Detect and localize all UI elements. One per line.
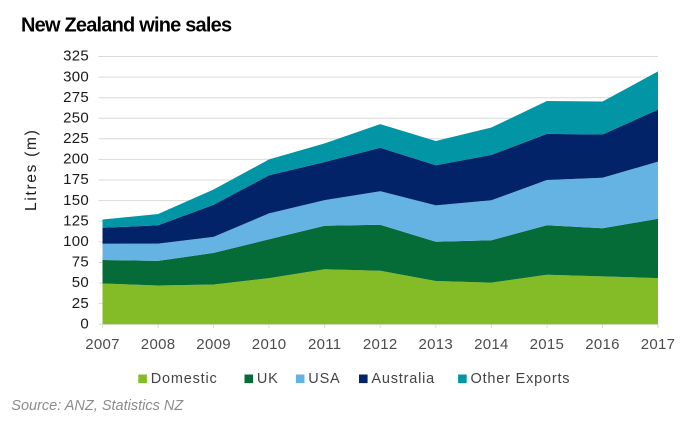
- svg-text:2012: 2012: [363, 336, 398, 353]
- svg-text:100: 100: [63, 233, 89, 250]
- svg-text:300: 300: [63, 68, 89, 85]
- svg-text:325: 325: [63, 48, 89, 65]
- svg-text:Litres (m): Litres (m): [23, 129, 40, 211]
- svg-text:2013: 2013: [419, 336, 454, 353]
- svg-text:2008: 2008: [141, 336, 176, 353]
- svg-text:USA: USA: [308, 371, 340, 387]
- svg-text:2011: 2011: [308, 336, 341, 353]
- svg-text:Australia: Australia: [371, 371, 435, 387]
- svg-text:Other Exports: Other Exports: [471, 371, 571, 387]
- svg-text:50: 50: [72, 274, 89, 291]
- svg-text:0: 0: [80, 315, 89, 332]
- svg-text:2015: 2015: [530, 336, 565, 353]
- svg-text:250: 250: [63, 110, 89, 127]
- svg-text:New Zealand wine sales: New Zealand wine sales: [21, 15, 232, 37]
- svg-text:2014: 2014: [474, 336, 509, 353]
- svg-text:275: 275: [63, 89, 89, 106]
- svg-text:2009: 2009: [196, 336, 231, 353]
- svg-text:2017: 2017: [641, 336, 676, 353]
- svg-text:2010: 2010: [252, 336, 287, 353]
- svg-text:150: 150: [63, 192, 89, 209]
- svg-text:Domestic: Domestic: [151, 371, 218, 387]
- svg-text:2016: 2016: [585, 336, 620, 353]
- svg-text:75: 75: [72, 254, 89, 271]
- svg-text:125: 125: [63, 212, 89, 229]
- svg-text:225: 225: [63, 130, 89, 147]
- svg-text:Source: ANZ, Statistics NZ: Source: ANZ, Statistics NZ: [11, 398, 184, 414]
- svg-text:25: 25: [72, 295, 89, 312]
- svg-text:175: 175: [63, 171, 89, 188]
- svg-text:UK: UK: [257, 371, 279, 387]
- svg-text:2007: 2007: [85, 336, 120, 353]
- svg-text:200: 200: [63, 151, 89, 168]
